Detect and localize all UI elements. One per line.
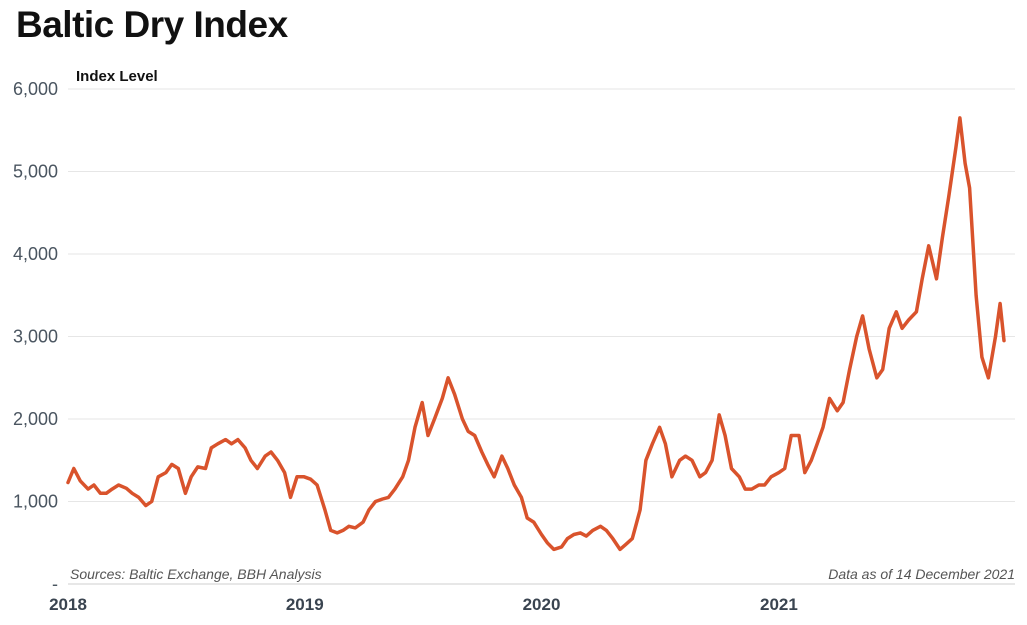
x-axis-ticks: 2018 2019 2020 2021 [49,595,798,614]
x-tick-label: 2019 [286,595,324,614]
series-group [66,116,1006,552]
y-tick-label: 4,000 [13,244,58,264]
x-tick-label: 2021 [760,595,798,614]
x-tick-label: 2018 [49,595,87,614]
y-axis-label: Index Level [76,68,158,85]
y-axis-ticks: - 1,000 2,000 3,000 4,000 5,000 6,000 [13,79,58,594]
y-tick-label: 5,000 [13,162,58,182]
gridlines [68,88,1015,502]
data-date-note: Data as of 14 December 2021 [828,566,1015,582]
y-tick-label: - [52,574,58,594]
x-tick-label: 2020 [523,595,561,614]
y-tick-label: 1,000 [13,492,58,512]
y-tick-label: 3,000 [13,327,58,347]
source-note: Sources: Baltic Exchange, BBH Analysis [70,566,322,582]
y-tick-label: 2,000 [13,409,58,429]
y-tick-label: 6,000 [13,79,58,99]
chart-title: Baltic Dry Index [16,4,288,45]
series-line [66,116,1006,552]
